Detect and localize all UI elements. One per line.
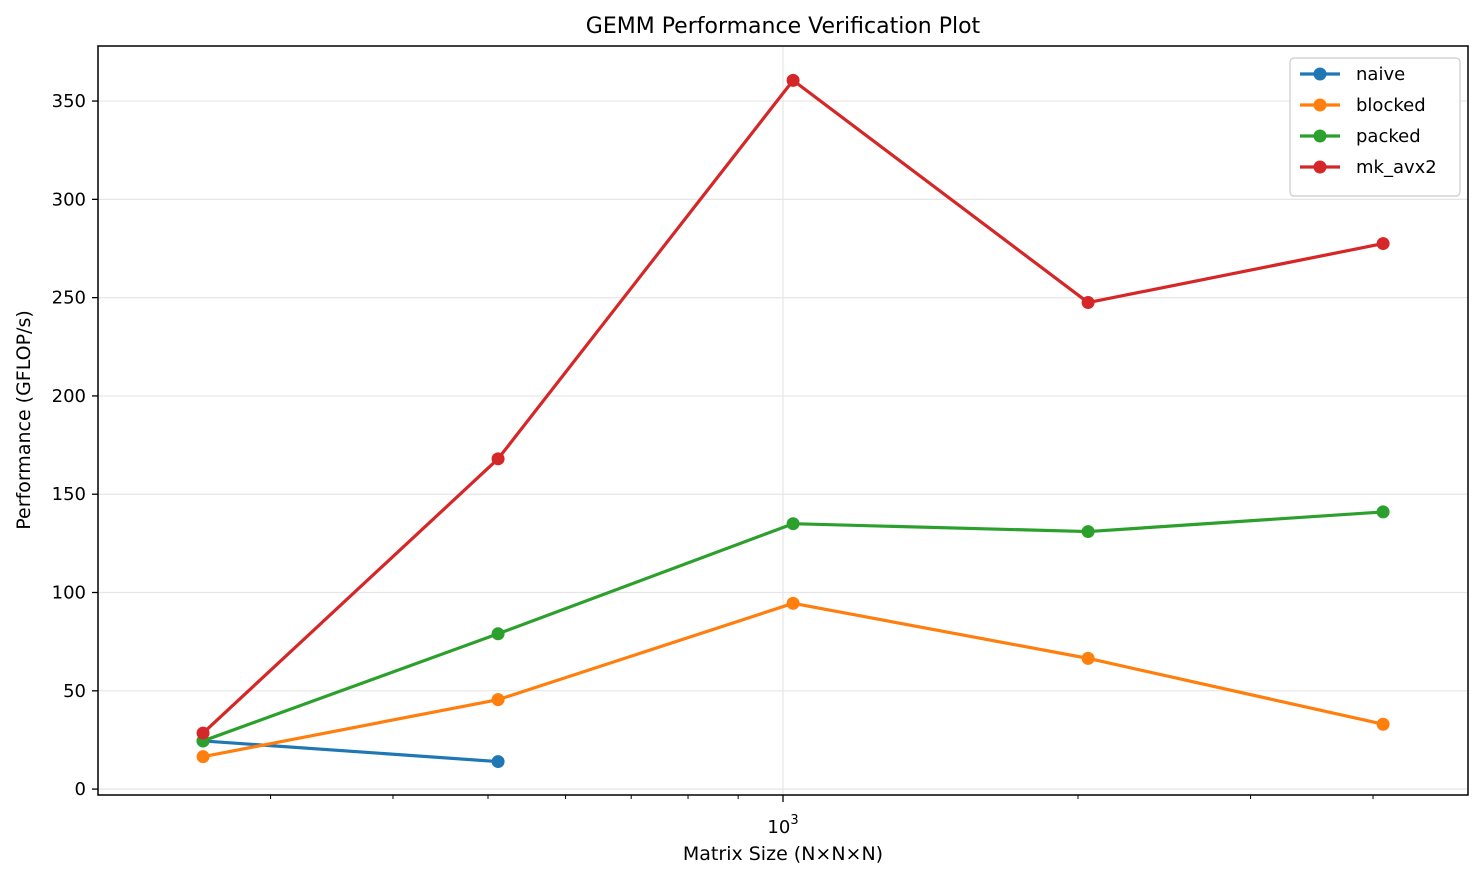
legend-item-mk_avx2: mk_avx2	[1300, 157, 1437, 178]
y-axis: 0 50 100 150 200 250 300 350	[52, 91, 98, 800]
data-point	[196, 750, 210, 764]
legend-item-blocked: blocked	[1300, 95, 1426, 116]
data-point	[491, 755, 505, 769]
data-point	[786, 73, 800, 87]
x-tick-label: 103	[767, 813, 798, 838]
data-point	[1376, 505, 1390, 519]
legend-swatch-marker	[1313, 67, 1327, 81]
chart-title: GEMM Performance Verification Plot	[586, 14, 981, 39]
grid-lines	[98, 46, 1468, 795]
legend-swatch-marker	[1313, 98, 1327, 112]
y-tick-label: 0	[75, 779, 86, 800]
legend-label: naive	[1356, 64, 1405, 85]
series-blocked	[196, 596, 1390, 764]
legend-swatch-marker	[1313, 129, 1327, 143]
x-axis-label: Matrix Size (N×N×N)	[683, 843, 883, 865]
data-point	[786, 596, 800, 610]
y-tick-label: 250	[52, 288, 86, 309]
y-axis-label: Performance (GFLOP/s)	[13, 310, 35, 530]
legend-box	[1289, 57, 1461, 197]
y-tick-label: 50	[63, 681, 86, 702]
y-tick-label: 350	[52, 91, 86, 112]
y-tick-label: 300	[52, 189, 86, 210]
data-point	[491, 452, 505, 466]
y-tick-label: 100	[52, 583, 86, 604]
data-point	[1376, 717, 1390, 731]
data-point	[1081, 651, 1095, 665]
series-line	[202, 739, 499, 764]
data-point	[491, 693, 505, 707]
legend-item-packed: packed	[1300, 126, 1421, 147]
legend-label: packed	[1356, 126, 1421, 147]
y-tick-label: 200	[52, 386, 86, 407]
data-point	[786, 517, 800, 531]
data-point	[1376, 237, 1390, 251]
data-point	[1081, 296, 1095, 310]
x-axis: 103	[270, 795, 1374, 838]
data-point	[491, 627, 505, 641]
data-point	[1081, 525, 1095, 539]
legend: naive blocked packed mk_avx2	[1289, 57, 1461, 197]
y-tick-label: 150	[52, 484, 86, 505]
legend-label: blocked	[1356, 95, 1426, 116]
legend-label: mk_avx2	[1356, 157, 1437, 178]
series-mk_avx2	[196, 73, 1390, 740]
legend-item-naive: naive	[1300, 64, 1405, 85]
legend-swatch-marker	[1313, 160, 1327, 174]
series-layer	[196, 73, 1390, 769]
data-point	[196, 726, 210, 740]
